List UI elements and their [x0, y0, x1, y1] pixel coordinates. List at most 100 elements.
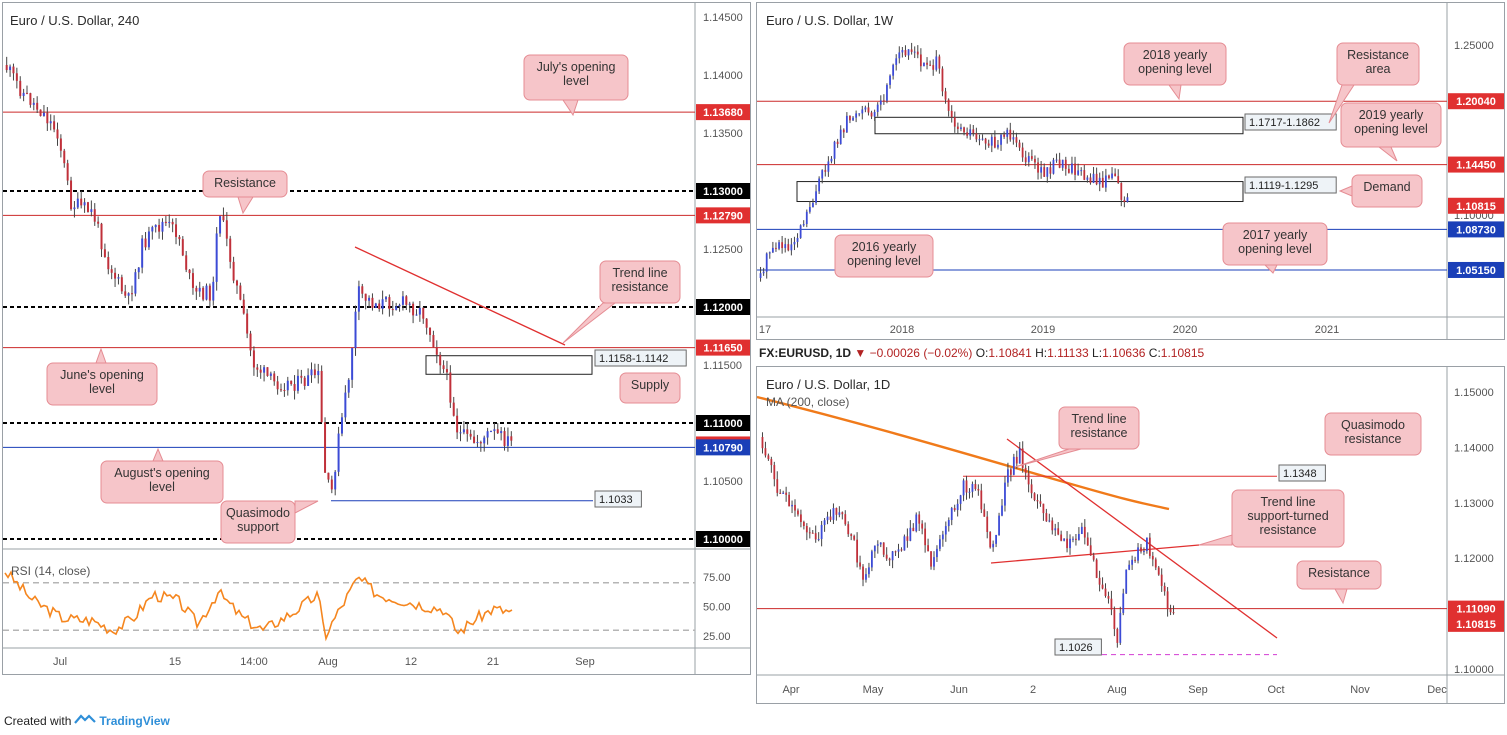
candle-body	[1137, 547, 1139, 561]
candle-body	[134, 272, 137, 294]
daily-callout-quasimodo-text: Quasimodo	[1341, 418, 1405, 432]
candle-body	[870, 112, 873, 117]
candle-body	[1058, 159, 1061, 168]
ohlc-legend: FX:EURUSD, 1D ▼ −0.00026 (−0.02%) O:1.10…	[759, 346, 1204, 360]
candle-body	[962, 480, 965, 496]
candle-body	[929, 64, 932, 66]
candle-body	[127, 293, 130, 296]
h4-zone-supply-label: 1.1158-1.1142	[599, 353, 668, 365]
candle-body	[1043, 167, 1046, 177]
candle-body	[496, 429, 499, 434]
candle-body	[1039, 501, 1042, 504]
candle-body	[861, 109, 864, 114]
candle-body	[944, 526, 947, 535]
candle-body	[824, 170, 827, 172]
candle-body	[114, 272, 117, 279]
candle-body	[107, 257, 110, 270]
candle-body	[188, 269, 191, 274]
candle-body	[965, 480, 968, 493]
h4-y-tick: 1.14000	[703, 70, 743, 82]
candle-body	[876, 104, 879, 112]
candle-body	[1036, 500, 1039, 502]
candle-body	[1003, 134, 1006, 137]
footer-brand[interactable]: TradingView	[99, 713, 170, 728]
candle-body	[412, 303, 415, 316]
candle-body	[1086, 537, 1089, 546]
candle-body	[1015, 456, 1018, 464]
candle-body	[354, 311, 357, 348]
candle-body	[838, 512, 841, 515]
daily-callout-trendline-resistance-text: Trend line	[1071, 412, 1126, 426]
candle-body	[313, 369, 316, 376]
h4-chart-panel[interactable]: 1.14500 1.14000 1.13500 1.12500 1.11500 1.105…	[2, 2, 751, 675]
candle-body	[283, 390, 286, 392]
candle-body	[864, 107, 867, 110]
candle-body	[286, 380, 289, 391]
candle-body	[154, 224, 157, 228]
candle-body	[381, 299, 384, 309]
candle-body	[1009, 129, 1012, 140]
candle-body	[974, 483, 977, 489]
weekly-callout-resistance-area-text: area	[1365, 62, 1390, 76]
weekly-price-tag: 1.20040	[1456, 96, 1496, 108]
candle-body	[418, 307, 421, 315]
candle-body	[439, 354, 442, 366]
weekly-chart-svg[interactable]: 1.250001.100001.200401.144501.108151.087…	[757, 3, 1505, 340]
weekly-callout-resistance-area-box	[1336, 42, 1420, 86]
candle-body	[847, 524, 850, 535]
candle-body	[829, 516, 832, 520]
candle-body	[971, 483, 974, 492]
daily-callout-support-turned-pointer	[1198, 534, 1233, 546]
candle-body	[919, 54, 922, 67]
candle-body	[1092, 555, 1095, 560]
candle-body	[469, 433, 472, 437]
daily-x-tick: Dec	[1427, 684, 1447, 696]
h4-chart-svg[interactable]: 1.14500 1.14000 1.13500 1.12500 1.11500 1.105…	[3, 3, 751, 675]
candle-body	[913, 51, 916, 53]
candle-body	[1057, 528, 1060, 535]
candle-body	[66, 163, 69, 181]
weekly-zone-demand-label: 1.1119-1.1295	[1249, 180, 1318, 192]
candle-body	[998, 515, 1000, 536]
candle-body	[897, 549, 900, 552]
daily-callout-quasimodo-box	[1324, 412, 1422, 456]
candle-body	[374, 303, 377, 308]
candle-body	[898, 52, 901, 59]
candle-body	[212, 281, 215, 301]
h4-price-tag: 1.13680	[703, 107, 743, 119]
candle-body	[933, 557, 935, 567]
candle-body	[1148, 537, 1151, 556]
daily-chart-panel[interactable]: 1.150001.140001.130001.120001.110001.100…	[756, 366, 1505, 704]
candle-body	[836, 141, 839, 145]
h4-callout-june-pointer	[95, 347, 107, 364]
candle-body	[59, 138, 62, 151]
candle-body	[927, 545, 929, 552]
weekly-callout-2017-text: 2017 yearly	[1243, 228, 1308, 242]
candle-body	[195, 287, 198, 292]
candle-body	[1123, 199, 1126, 203]
candles-group	[761, 432, 1175, 648]
candle-body	[269, 373, 272, 376]
daily-chart-svg[interactable]: 1.150001.140001.130001.120001.110001.100…	[757, 367, 1505, 704]
h4-x-tick: 15	[169, 656, 181, 668]
h4-callout-trendline-pointer	[562, 302, 617, 344]
candle-body	[868, 567, 870, 575]
candle-body	[802, 521, 805, 526]
daily-zone-1348-label-bg	[1278, 464, 1326, 482]
candle-body	[293, 384, 296, 391]
candle-body	[1163, 585, 1166, 592]
candle-body	[1134, 559, 1136, 561]
candle-body	[882, 100, 885, 102]
tradingview-logo-icon[interactable]	[74, 713, 97, 728]
candle-body	[776, 479, 779, 493]
weekly-chart-panel[interactable]: 1.25000 1.10000 1.20040 1.14450 1.10815 1.087…	[756, 2, 1505, 340]
h4-callout-resistance-text: Resistance	[214, 176, 276, 190]
candle-body	[817, 539, 820, 541]
h4-callout-quasimodo-text: Quasimodo	[226, 506, 290, 520]
candle-body	[849, 115, 851, 121]
h4-callout-july-text: July's opening	[537, 60, 616, 74]
candle-body	[799, 225, 802, 238]
h4-callout-trendline-text: resistance	[612, 280, 669, 294]
ohlc-change: −0.00026 (−0.02%)	[869, 346, 973, 360]
h4-x-tick: Jul	[53, 656, 67, 668]
